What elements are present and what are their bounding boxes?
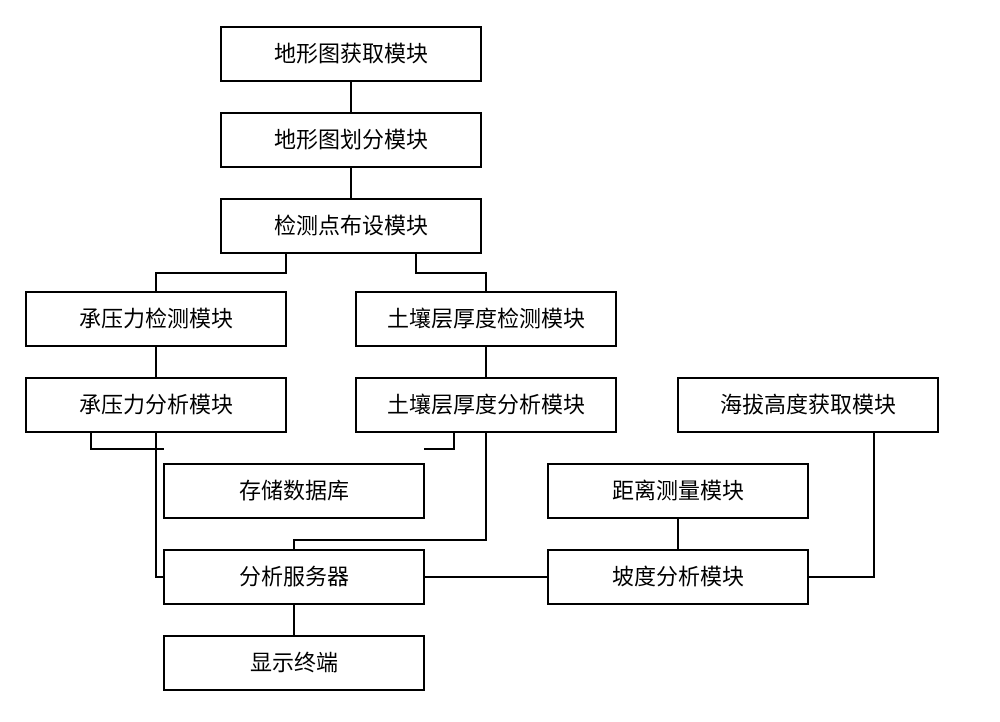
flowchart-canvas: 地形图获取模块地形图划分模块检测点布设模块承压力检测模块 土壤层厚度检测模块承压力…: [0, 0, 1000, 722]
node-label-n13: 显示终端: [250, 651, 338, 676]
node-n5: 土壤层厚度检测模块: [356, 292, 616, 346]
node-n9: 存储数据库: [164, 464, 424, 518]
node-label-n10: 距离测量模块: [612, 479, 744, 504]
node-label-n5: 土壤层厚度检测模块: [387, 307, 585, 332]
node-n1: 地形图获取模块: [221, 27, 481, 81]
node-label-n3: 检测点布设模块: [274, 214, 428, 239]
node-label-n4: 承压力检测模块: [79, 307, 233, 332]
edge-n7-n9: [424, 432, 454, 449]
node-label-n12: 坡度分析模块: [612, 565, 744, 590]
edge-n6-n11: [156, 432, 164, 577]
node-n4: 承压力检测模块: [26, 292, 286, 346]
node-n3: 检测点布设模块: [221, 199, 481, 253]
node-label-n2: 地形图划分模块: [274, 128, 428, 153]
node-label-n11: 分析服务器: [239, 565, 349, 590]
edge-n3-n4: [156, 253, 286, 292]
edge-n6-n9: [91, 432, 164, 449]
node-n10: 距离测量模块: [548, 464, 808, 518]
node-n7: 土壤层厚度分析模块: [356, 378, 616, 432]
edge-n8-n12: [808, 432, 874, 577]
node-n8: 海拔高度获取模块: [678, 378, 938, 432]
nodes-layer: 地形图获取模块地形图划分模块检测点布设模块承压力检测模块 土壤层厚度检测模块承压力…: [26, 27, 938, 690]
node-n13: 显示终端: [164, 636, 424, 690]
node-n6: 承压力分析模块: [26, 378, 286, 432]
edge-n3-n5: [416, 253, 486, 292]
node-label-n8: 海拔高度获取模块: [720, 393, 896, 418]
node-label-n1: 地形图获取模块: [274, 42, 428, 67]
node-label-n6: 承压力分析模块: [79, 393, 233, 418]
node-n12: 坡度分析模块: [548, 550, 808, 604]
node-label-n9: 存储数据库: [239, 479, 349, 504]
node-n2: 地形图划分模块: [221, 113, 481, 167]
node-n11: 分析服务器: [164, 550, 424, 604]
node-label-n7: 土壤层厚度分析模块: [387, 393, 585, 418]
